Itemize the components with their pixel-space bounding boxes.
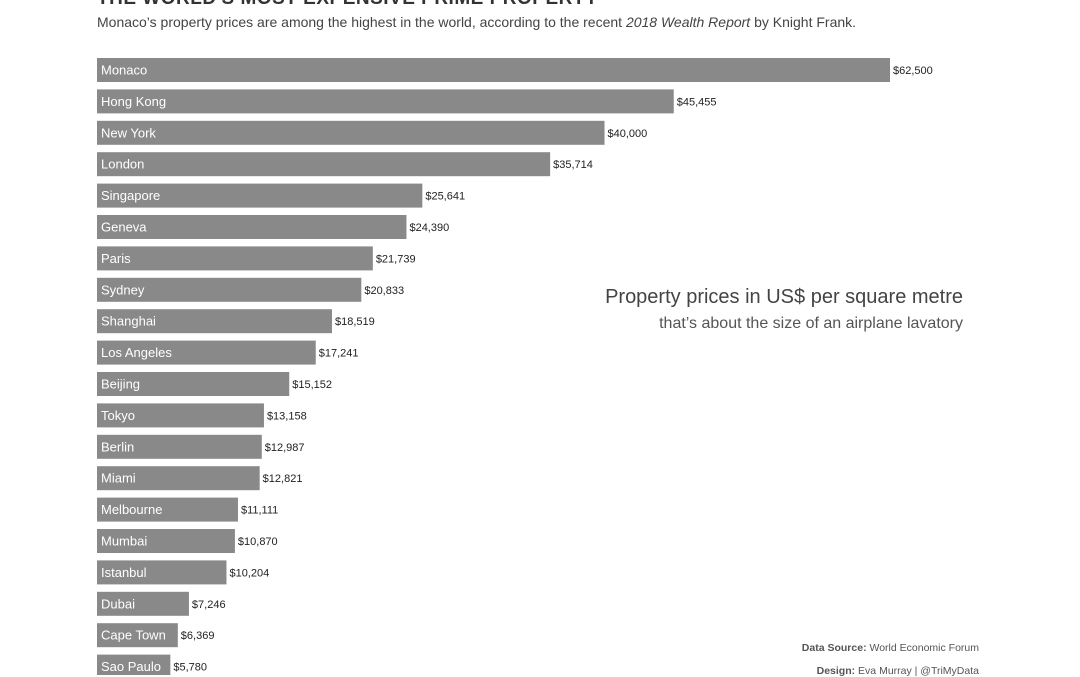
- value-label: $25,641: [425, 191, 465, 203]
- value-label: $20,833: [364, 285, 404, 297]
- category-label: Beijing: [101, 377, 140, 392]
- value-label: $18,519: [335, 316, 375, 328]
- bar-cape-town[interactable]: [97, 623, 178, 648]
- subtitle-text: Monaco’s property prices are among the h…: [97, 14, 626, 30]
- bar-melbourne[interactable]: [97, 497, 238, 522]
- value-label: $35,714: [553, 159, 593, 171]
- design-credit: Design: Eva Murray | @TriMyData: [817, 665, 979, 677]
- category-label: Dubai: [101, 596, 135, 611]
- annotation-title: Property prices in US$ per square metre: [605, 286, 963, 308]
- value-label: $13,158: [267, 410, 307, 422]
- bar-monaco[interactable]: [97, 58, 890, 82]
- value-label: $40,000: [608, 128, 648, 140]
- category-label: Melbourne: [101, 502, 162, 517]
- chart-subtitle: Monaco’s property prices are among the h…: [97, 14, 856, 30]
- bar-sydney[interactable]: [97, 277, 362, 302]
- value-label: $7,246: [192, 599, 226, 611]
- bar-tokyo[interactable]: [97, 403, 264, 428]
- value-label: $10,204: [229, 567, 269, 579]
- value-label: $12,821: [263, 473, 303, 485]
- value-label: $21,739: [376, 253, 416, 265]
- bar-sao-paulo[interactable]: [97, 654, 171, 675]
- category-label: New York: [101, 125, 156, 140]
- data-source-credit: Data Source: World Economic Forum: [802, 642, 979, 654]
- bar-geneva[interactable]: [97, 215, 407, 239]
- category-label: Geneva: [101, 220, 147, 235]
- bar-hong-kong[interactable]: [97, 89, 674, 114]
- category-label: Mumbai: [101, 534, 147, 549]
- category-label: Cape Town: [101, 628, 166, 643]
- category-label: Sydney: [101, 282, 145, 297]
- bar-new-york[interactable]: [97, 120, 605, 145]
- category-label: Paris: [101, 251, 131, 266]
- value-label: $5,780: [173, 662, 207, 674]
- subtitle-report-name: 2018 Wealth Report: [625, 14, 751, 30]
- category-label: Monaco: [101, 63, 147, 78]
- category-label: Tokyo: [101, 408, 135, 423]
- category-label: Los Angeles: [101, 345, 172, 360]
- category-label: Berlin: [101, 439, 134, 454]
- value-label: $10,870: [238, 536, 278, 548]
- category-label: Shanghai: [101, 314, 156, 329]
- category-label: Singapore: [101, 188, 160, 203]
- value-label: $11,111: [241, 505, 278, 517]
- source-label: Data Source:: [801, 642, 867, 654]
- value-label: $45,455: [677, 96, 717, 108]
- category-label: Miami: [101, 471, 136, 486]
- bar-istanbul[interactable]: [97, 560, 227, 585]
- category-label: Istanbul: [101, 565, 147, 580]
- bar-dubai[interactable]: [97, 591, 189, 616]
- value-label: $17,241: [319, 348, 359, 360]
- bar-los-angeles[interactable]: [97, 340, 316, 365]
- value-label: $24,390: [409, 222, 449, 234]
- bar-paris[interactable]: [97, 246, 373, 271]
- value-label: $12,987: [265, 442, 305, 454]
- bar-mumbai[interactable]: [97, 529, 235, 553]
- annotation-subtitle: that’s about the size of an airplane lav…: [659, 315, 963, 332]
- chart-title: THE WORLD'S MOST EXPENSIVE PRIME PROPERT…: [97, 0, 598, 10]
- bar-beijing[interactable]: [97, 372, 290, 396]
- source-value: World Economic Forum: [866, 642, 979, 654]
- bar-london[interactable]: [97, 152, 551, 177]
- bar-shanghai[interactable]: [97, 309, 332, 334]
- bar-singapore[interactable]: [97, 183, 423, 208]
- category-label: Hong Kong: [101, 94, 166, 109]
- value-label: $15,152: [292, 379, 332, 391]
- value-label: $62,500: [893, 65, 933, 77]
- design-label: Design:: [816, 665, 856, 677]
- bar-miami[interactable]: [97, 466, 260, 491]
- design-value: Eva Murray | @TriMyData: [855, 665, 979, 677]
- subtitle-text-end: by Knight Frank.: [750, 14, 857, 30]
- bar-berlin[interactable]: [97, 434, 262, 459]
- category-label: London: [101, 157, 144, 172]
- value-label: $6,369: [181, 630, 215, 642]
- category-label: Sao Paulo: [101, 659, 161, 674]
